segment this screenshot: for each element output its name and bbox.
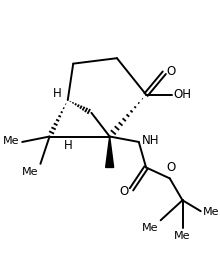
Polygon shape <box>106 136 114 167</box>
Text: O: O <box>119 185 129 198</box>
Text: Me: Me <box>174 231 191 241</box>
Text: O: O <box>166 65 175 78</box>
Text: O: O <box>166 161 175 174</box>
Text: Me: Me <box>203 207 219 217</box>
Text: H: H <box>63 139 72 152</box>
Text: H: H <box>53 87 62 100</box>
Text: OH: OH <box>173 88 191 101</box>
Text: Me: Me <box>142 223 159 233</box>
Text: Me: Me <box>22 167 39 177</box>
Text: Me: Me <box>3 136 20 146</box>
Text: NH: NH <box>141 134 159 147</box>
